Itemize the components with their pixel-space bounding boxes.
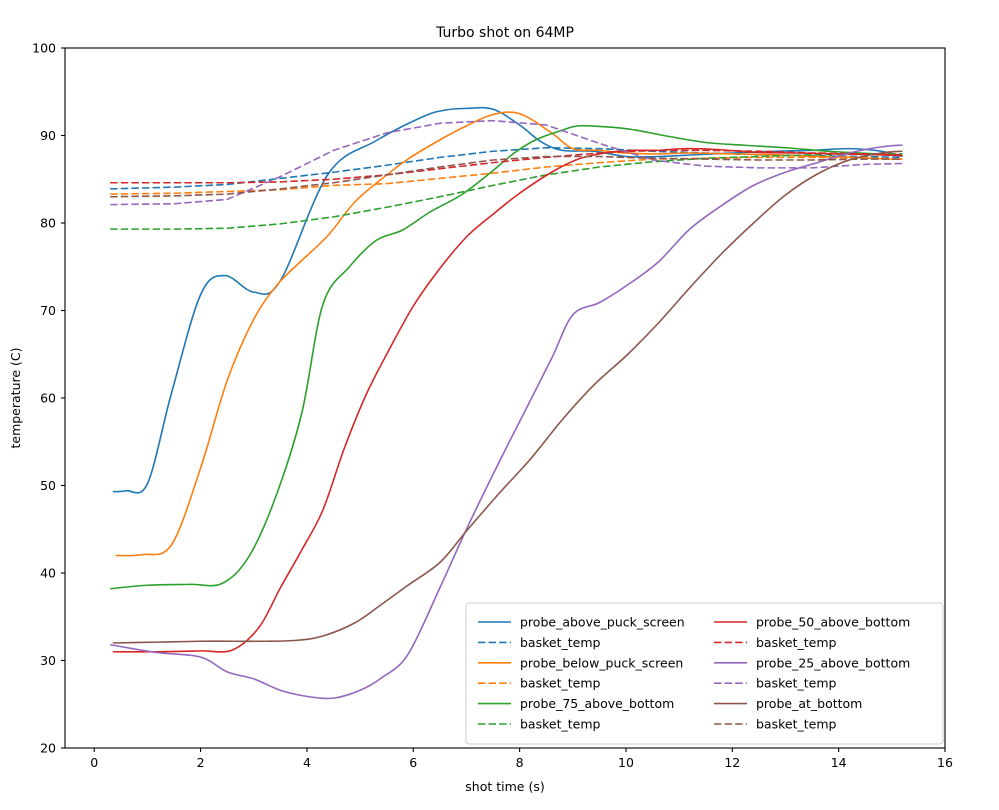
x-tick-label: 14 [831,755,847,770]
legend-label-3[interactable]: basket_temp [756,635,837,650]
legend-label-10[interactable]: basket_temp [520,717,601,732]
series-basket_temp-3 [110,156,903,195]
legend-label-5[interactable]: probe_25_above_bottom [756,655,910,670]
legend-label-6[interactable]: basket_temp [520,676,601,691]
x-tick-label: 6 [409,755,417,770]
legend-label-11[interactable]: basket_temp [756,717,837,732]
legend-label-8[interactable]: probe_75_above_bottom [520,696,674,711]
legend-label-4[interactable]: probe_below_puck_screen [520,655,683,670]
legend-label-9[interactable]: probe_at_bottom [756,696,862,711]
legend-label-2[interactable]: basket_temp [520,635,601,650]
y-tick-label: 100 [32,41,56,56]
x-tick-label: 2 [197,755,205,770]
series-basket_temp-5 [110,153,903,230]
series-probe_50_above_bottom-6 [112,147,903,653]
series-probe_25_above_bottom-8 [110,144,903,700]
series-lines [110,106,903,700]
y-tick-label: 60 [40,391,56,406]
legend-background [465,602,944,745]
y-tick-label: 90 [40,128,56,143]
x-tick-label: 8 [516,755,524,770]
y-tick-label: 40 [40,566,56,581]
legend-label-7[interactable]: basket_temp [756,676,837,691]
y-tick-label: 70 [40,303,56,318]
series-probe_below_puck_screen-2 [115,111,903,557]
legend-label-0[interactable]: probe_above_puck_screen [520,615,685,630]
x-tick-label: 0 [90,755,98,770]
y-tick-label: 50 [40,478,56,493]
series-probe_at_bottom-10 [112,150,903,644]
x-tick-label: 4 [303,755,311,770]
y-tick-label: 20 [40,741,56,756]
y-axis-title: temperature (C) [8,347,23,448]
series-basket_temp-7 [110,149,903,184]
chart-legend[interactable]: probe_above_puck_screen probe_50_above_bo… [465,602,944,745]
x-tick-label: 12 [724,755,740,770]
chart-title: Turbo shot on 64MP [435,25,574,41]
x-tick-label: 16 [937,755,953,770]
legend-label-1[interactable]: probe_50_above_bottom [756,615,910,630]
y-tick-label: 30 [40,653,56,668]
x-axis-title: shot time (s) [465,779,544,794]
x-tick-label: 10 [618,755,634,770]
series-probe_75_above_bottom-4 [110,124,903,590]
series-basket_temp-1 [110,146,903,190]
y-tick-label: 80 [40,216,56,231]
axis-labels: 0 2 4 6 8 10 12 14 16 20 30 40 50 60 70 80 90 100 shot tim… [8,25,953,794]
series-basket_temp-9 [110,119,903,206]
series-basket_temp-11 [110,155,903,198]
